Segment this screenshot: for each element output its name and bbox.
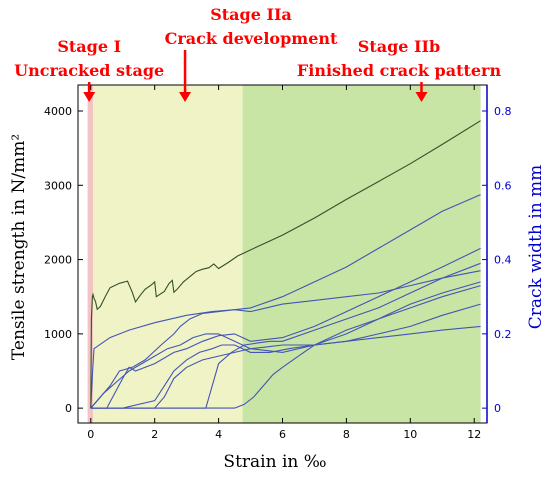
stage-description-2: Crack development — [165, 29, 338, 48]
y-axis-label: Tensile strength in N/mm² — [9, 134, 29, 360]
tensile-strength-series — [90, 120, 481, 409]
stage-label-2: Stage IIa — [210, 5, 292, 24]
crack-width-series-3 — [90, 270, 481, 409]
stage-band-2 — [93, 85, 243, 423]
x-tick-label: 4 — [215, 428, 222, 441]
y-tick-label: 2000 — [44, 254, 72, 267]
stage-label-3: Stage IIb — [358, 37, 440, 56]
stage-band-1 — [87, 85, 94, 423]
x-tick-label: 0 — [87, 428, 94, 441]
x-tick-label: 10 — [403, 428, 417, 441]
stage-arrow-head-1 — [83, 92, 96, 102]
crack-width-series-4 — [90, 281, 481, 409]
y2-tick-label: 0.6 — [494, 179, 512, 192]
stage-label-1: Stage I — [57, 37, 121, 56]
stage-band-3 — [242, 85, 481, 423]
crack-width-series-6 — [90, 325, 481, 409]
y2-axis-label: Crack width in mm — [526, 165, 546, 330]
crack-width-series-8 — [90, 285, 481, 409]
x-tick-label: 8 — [343, 428, 350, 441]
stage-annotations: Stage I Uncracked stage Stage IIa Crack dev… — [14, 5, 501, 102]
x-tick-label: 12 — [467, 428, 481, 441]
y-tick-label: 3000 — [44, 179, 72, 192]
x-axis-label: Strain in ‰ — [223, 452, 326, 472]
tick-labels: 0 2 4 6 8 10 12 0 1000 2000 3000 4000 0 0.2 0.4 0.6 0.8 — [44, 105, 512, 441]
x-tick-label: 2 — [151, 428, 158, 441]
y2-tick-label: 0.4 — [494, 254, 512, 267]
crack-width-series-2 — [90, 247, 481, 409]
y2-tick-label: 0.2 — [494, 328, 512, 341]
axis-ticks — [78, 85, 487, 423]
crack-width-series-5 — [90, 303, 481, 409]
y-tick-label: 4000 — [44, 105, 72, 118]
y2-tick-label: 0.8 — [494, 105, 512, 118]
y-tick-label: 0 — [65, 402, 72, 415]
x-tick-label: 6 — [279, 428, 286, 441]
stage-description-3: Finished crack pattern — [297, 61, 502, 80]
y-tick-label: 1000 — [44, 328, 72, 341]
data-series — [90, 120, 481, 409]
y2-tick-label: 0 — [494, 402, 501, 415]
crack-width-series-7 — [90, 262, 481, 409]
stage-arrow-head-3 — [415, 92, 428, 102]
stage-arrow-head-2 — [179, 92, 192, 102]
stage-bands — [87, 85, 481, 423]
stage-description-1: Uncracked stage — [14, 61, 164, 80]
